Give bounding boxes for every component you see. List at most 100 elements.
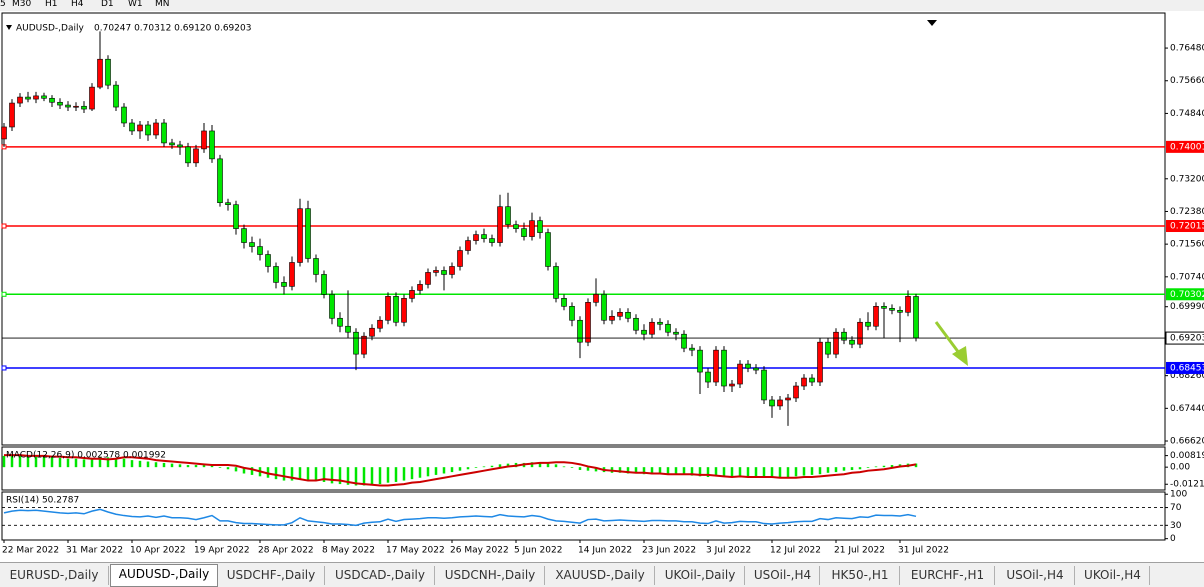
candle-body [425, 272, 431, 285]
y-tick-label: 0.66620 [1170, 437, 1204, 447]
candle-body [737, 363, 743, 385]
timeframe-button[interactable]: D1 [101, 0, 114, 9]
candle-body [529, 220, 535, 237]
chart-tab[interactable]: UKOil-,H4 [1076, 566, 1150, 585]
menu-triangle [6, 25, 12, 30]
candle-body [577, 319, 583, 343]
candle-body [121, 106, 127, 124]
chart-tab[interactable]: HK50-,H1 [821, 566, 900, 585]
x-tick-label: 23 Jun 2022 [642, 546, 696, 556]
chart-tab[interactable]: USOil-,H4 [996, 566, 1075, 585]
candle-body [705, 371, 711, 383]
candle-body [505, 206, 511, 225]
chart-window: 0.76480 0.75660 0.74840 0.73200 0.72380 0.715… [0, 11, 1204, 562]
candle-body [89, 86, 95, 110]
candle-body [41, 95, 47, 99]
candle-body [609, 315, 615, 321]
candle-body [545, 232, 551, 267]
indicator-title: RSI(14) 50.2787 [6, 496, 79, 506]
candle-body [761, 369, 767, 401]
candle-body [753, 367, 759, 371]
timeframe-button[interactable]: W1 [128, 0, 143, 9]
candle-body [321, 274, 327, 295]
candle-body [305, 208, 311, 259]
candle-body [729, 383, 735, 387]
y-tick-label: 100 [1170, 490, 1187, 500]
candle-body [233, 204, 239, 229]
y-tick-label: 70 [1170, 503, 1182, 513]
candle-body [433, 270, 439, 273]
candle-body [897, 309, 903, 313]
candle-body [377, 319, 383, 329]
chart-tab[interactable]: USOil-,H4 [746, 566, 820, 585]
candle-body [665, 323, 671, 333]
candle-body [809, 377, 815, 383]
bid-price-label: 0.69203 [1170, 334, 1204, 344]
chart-title: AUDUSD-,Daily [16, 24, 84, 34]
chart-tab[interactable]: USDCAD-,Daily [326, 566, 435, 585]
candle-body [689, 347, 695, 351]
candle-body [1, 126, 7, 140]
candle-body [521, 228, 527, 237]
chart-tab[interactable]: USDCHF-,Daily [218, 566, 325, 585]
pane-frame [1, 12, 1166, 446]
timeframe-button[interactable]: H4 [71, 0, 84, 9]
timeframe-button[interactable]: M30 [12, 0, 32, 9]
chart-tab[interactable]: EURCHF-,H1 [901, 566, 995, 585]
chart-tab[interactable]: XAUUSD-,Daily [546, 566, 655, 585]
candle-body [777, 399, 783, 407]
macd-signal-line [4, 454, 917, 487]
timeframe-button[interactable]: H1 [45, 0, 58, 9]
x-tick-label: 22 Mar 2022 [2, 546, 59, 556]
x-tick-label: 14 Jun 2022 [578, 546, 632, 556]
level-price-label: 0.74001 [1170, 142, 1204, 152]
candle-body [681, 333, 687, 349]
candle-body [697, 349, 703, 373]
shift-marker [927, 20, 937, 26]
chart-tab[interactable]: EURUSD-,Daily [0, 566, 109, 585]
x-tick-label: 10 Apr 2022 [130, 546, 186, 556]
candle-body [57, 101, 63, 106]
candle-body [593, 294, 599, 303]
y-tick-label: 0.76480 [1170, 44, 1204, 54]
candle-body [169, 142, 175, 146]
x-tick-label: 31 Mar 2022 [66, 546, 123, 556]
candle-body [465, 240, 471, 251]
y-tick-label: -0.01212 [1170, 480, 1204, 490]
x-tick-label: 5 Jun 2022 [514, 546, 562, 556]
chart-tab[interactable]: AUDUSD-,Daily [110, 564, 218, 587]
candle-body [857, 321, 863, 345]
timeframe-button[interactable]: MN [155, 0, 170, 9]
level-price-box [1166, 220, 1204, 233]
candle-body [617, 311, 623, 317]
candle-body [105, 58, 111, 86]
chart-tab[interactable]: UKOil-,Daily [656, 566, 745, 585]
y-tick-label: 0.70740 [1170, 272, 1204, 282]
chart-tab[interactable]: USDCNH-,Daily [436, 566, 545, 585]
candle-body [161, 122, 167, 144]
candle-body [489, 238, 495, 243]
candle-body [865, 321, 871, 327]
y-tick-label: 0.68260 [1170, 371, 1204, 381]
candle-body [561, 298, 567, 307]
candle-body [625, 311, 631, 319]
level-price-box [1166, 288, 1204, 301]
timeframe-button[interactable]: 5 [0, 0, 6, 9]
candle-body [801, 377, 807, 387]
x-tick-label: 31 Jul 2022 [898, 546, 949, 556]
candle-body [361, 335, 367, 355]
candle-body [721, 349, 727, 387]
candle-body [49, 97, 55, 103]
pane-frame [1, 491, 1166, 541]
x-tick-label: 8 May 2022 [322, 546, 375, 556]
candle-body [833, 331, 839, 355]
candle-body [873, 306, 879, 327]
x-tick-label: 12 Jul 2022 [770, 546, 821, 556]
candle-body [177, 144, 183, 148]
arrow-head [952, 346, 968, 366]
candle-body [481, 234, 487, 239]
candle-body [353, 331, 359, 355]
candle-body [9, 102, 15, 128]
candle-body [345, 325, 351, 333]
candle-body [337, 317, 343, 327]
